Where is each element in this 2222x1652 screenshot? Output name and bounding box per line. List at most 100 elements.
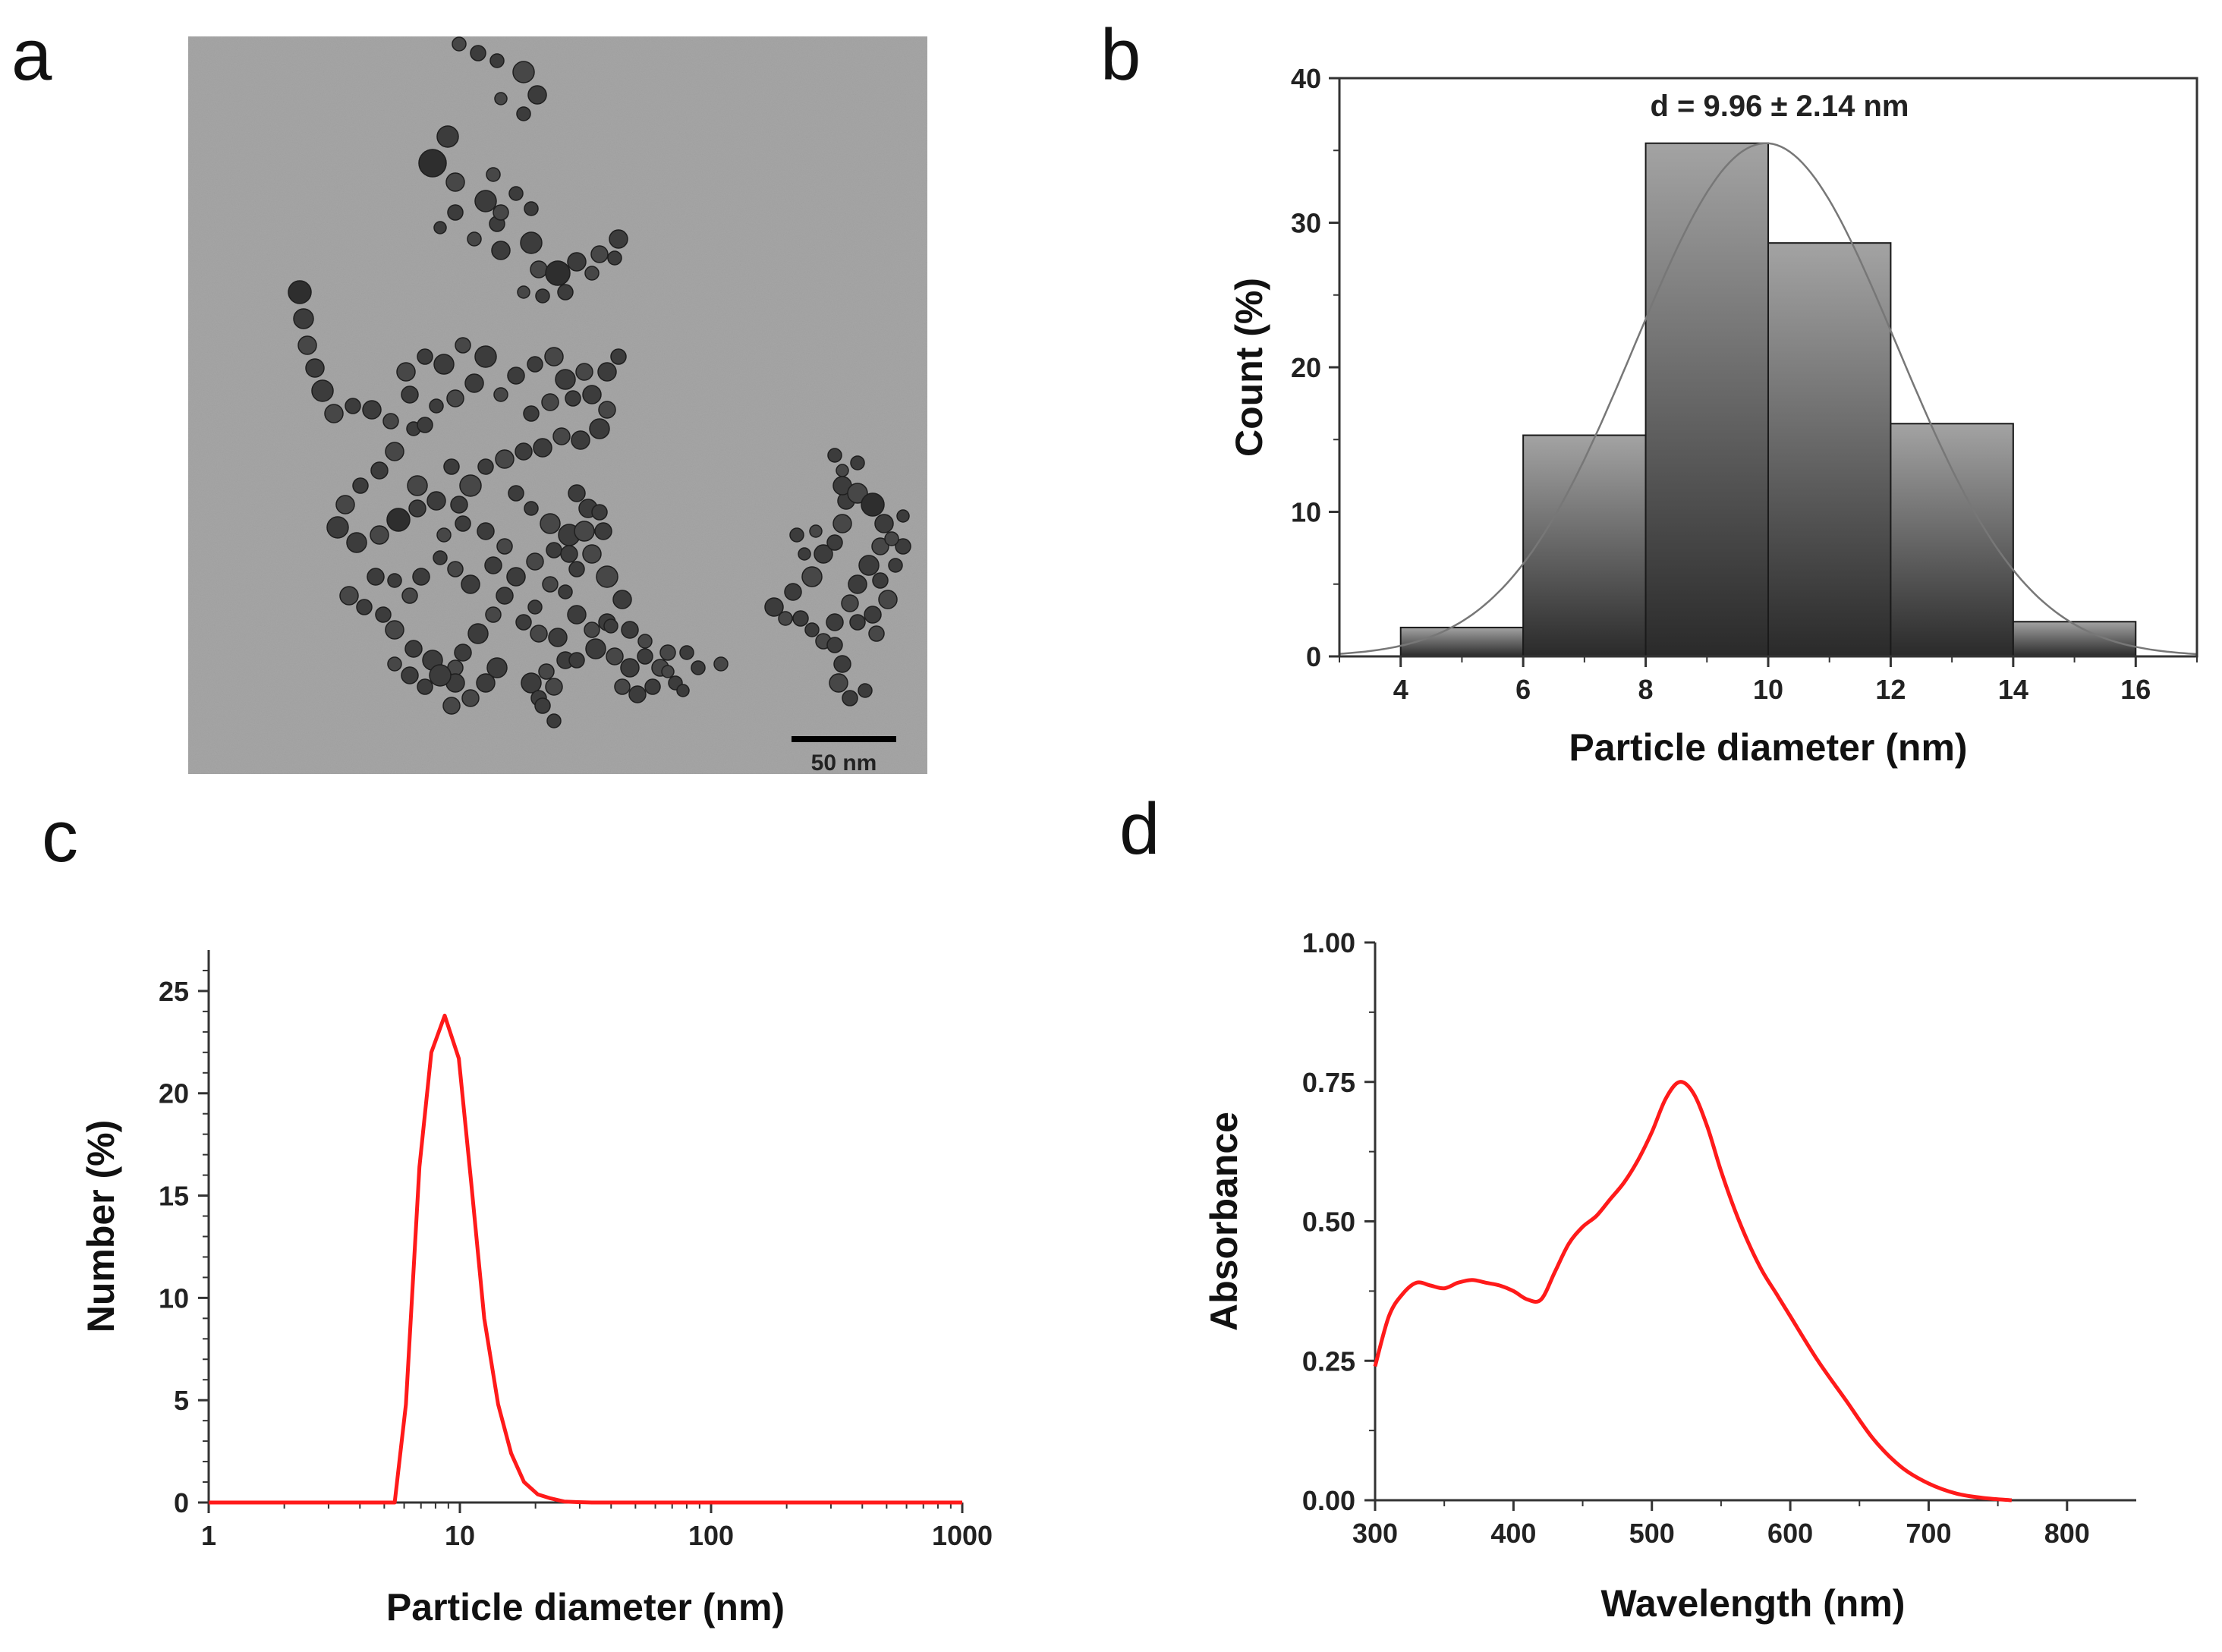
nanoparticle — [523, 405, 540, 422]
x-tick-label-b: 16 — [2120, 674, 2151, 705]
nanoparticle — [387, 656, 402, 672]
absorbance-line — [1373, 1080, 2013, 1503]
nanoparticle — [417, 348, 433, 365]
nanoparticle — [884, 531, 899, 546]
nanoparticle — [494, 92, 508, 105]
x-tick-label-d: 600 — [1767, 1518, 1813, 1549]
x-tick-label-d: 300 — [1352, 1518, 1398, 1549]
y-tick-label-b: 10 — [1291, 497, 1321, 528]
nanoparticle — [386, 508, 411, 532]
nanoparticle — [447, 204, 464, 221]
nanoparticle — [443, 458, 460, 475]
nanoparticle — [370, 461, 389, 480]
nanoparticle — [888, 558, 903, 573]
tem-image: 50 nm — [188, 36, 927, 776]
nanoparticle — [858, 683, 873, 698]
x-tick-label-b: 12 — [1875, 674, 1906, 705]
nanoparticle — [868, 625, 885, 642]
chart-c: 1 10 100 1000 0 5 10 15 20 25 Particle diameter (… — [80, 950, 993, 1628]
nanoparticle — [452, 36, 467, 52]
nanoparticle — [417, 417, 433, 433]
nanoparticle — [809, 524, 823, 538]
nanoparticle — [560, 545, 578, 563]
nanoparticle — [521, 672, 542, 694]
nanoparticle — [841, 594, 859, 612]
nanoparticle — [508, 485, 524, 502]
nanoparticle — [827, 448, 842, 463]
nanoparticle — [524, 501, 539, 516]
nanoparticle — [530, 260, 548, 278]
nanoparticle — [417, 678, 433, 695]
nanoparticle — [575, 363, 593, 381]
nanoparticle — [534, 697, 551, 714]
nanoparticle — [546, 713, 562, 728]
nanoparticle — [864, 606, 882, 624]
nanoparticle — [491, 241, 511, 260]
y-tick-label-c: 20 — [159, 1078, 189, 1109]
nanoparticle — [568, 561, 585, 577]
y-axis-title-b: Count (%) — [1228, 278, 1270, 457]
nanoparticle — [515, 614, 532, 631]
nanoparticle — [621, 621, 639, 639]
nanoparticle — [293, 308, 314, 329]
nanoparticle — [407, 475, 428, 496]
nanoparticle — [493, 387, 508, 402]
nanoparticle — [454, 643, 472, 662]
nanoparticle — [590, 245, 609, 263]
nanoparticle — [612, 590, 632, 609]
nanoparticle — [442, 697, 461, 715]
nanoparticle — [517, 285, 530, 299]
nanoparticle — [829, 673, 848, 693]
nanoparticle — [446, 389, 464, 407]
nanoparticle — [542, 576, 559, 593]
nanoparticle — [871, 537, 889, 555]
nanoparticle — [606, 647, 624, 666]
nanoparticle — [792, 610, 809, 627]
fit-annotation: d = 9.96 ± 2.14 nm — [1650, 90, 1909, 123]
x-tick-label-c: 1000 — [932, 1520, 993, 1551]
histogram-bar — [1399, 626, 1525, 658]
nanoparticle — [346, 532, 367, 553]
y-tick-label-d: 0.50 — [1302, 1207, 1355, 1238]
x-tick-label-b: 14 — [1998, 674, 2028, 705]
nanoparticle — [676, 684, 690, 697]
nanoparticle — [848, 574, 867, 594]
nanoparticle — [470, 45, 486, 61]
x-tick-label-d: 800 — [2044, 1518, 2090, 1549]
nanoparticle — [288, 280, 312, 304]
nanoparticle — [568, 484, 586, 502]
nanoparticle — [429, 398, 444, 414]
x-tick-label-b: 8 — [1638, 674, 1654, 705]
nanoparticle — [477, 522, 495, 540]
nanoparticle — [850, 455, 865, 470]
nanoparticle — [533, 438, 552, 458]
histogram-bar — [2012, 621, 2137, 658]
nanoparticle — [861, 492, 885, 517]
nanoparticle — [485, 606, 502, 623]
nanoparticle — [436, 125, 459, 148]
nanoparticle — [628, 685, 647, 703]
nanoparticle — [339, 586, 359, 606]
nanoparticle — [496, 538, 513, 555]
nanoparticle — [436, 527, 452, 543]
nanoparticle — [558, 584, 573, 599]
histogram-bar — [1767, 242, 1892, 658]
nanoparticle — [433, 221, 447, 234]
nanoparticle — [515, 442, 533, 461]
nanoparticle — [474, 345, 497, 368]
nanoparticle — [496, 587, 514, 605]
nanoparticle — [297, 335, 317, 355]
panel-label-a: a — [11, 14, 52, 96]
histogram-bar — [1644, 142, 1770, 658]
nanoparticle — [412, 568, 430, 586]
nanoparticle — [506, 567, 526, 587]
nanoparticle — [545, 260, 571, 286]
nanoparticle — [461, 574, 480, 594]
x-tick-label-d: 500 — [1629, 1518, 1675, 1549]
nanoparticle — [571, 430, 590, 450]
y-axis-title-d: Absorbance — [1203, 1112, 1245, 1331]
y-tick-label-b: 30 — [1291, 208, 1321, 239]
nanoparticle — [476, 673, 496, 693]
nanoparticle — [545, 678, 563, 696]
nanoparticle — [461, 689, 480, 707]
